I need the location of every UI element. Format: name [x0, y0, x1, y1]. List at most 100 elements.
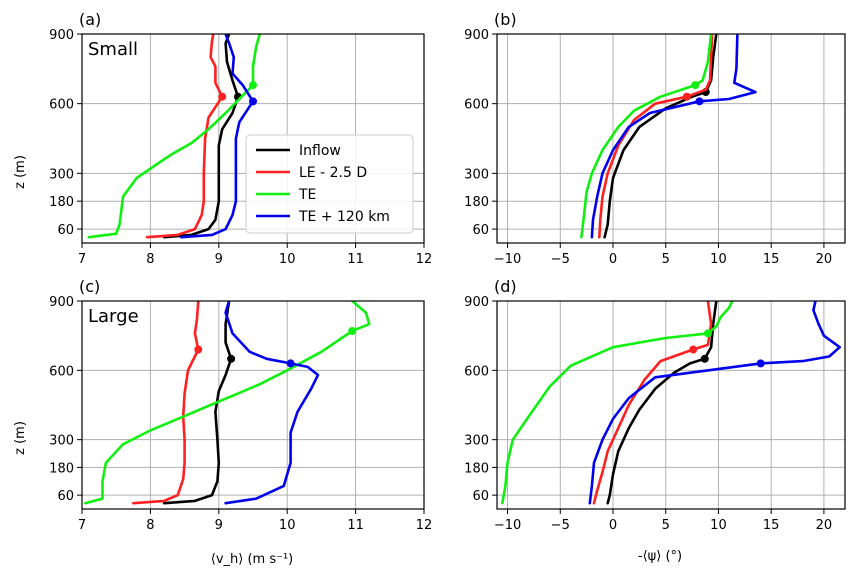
series-marker-te-120-km [695, 97, 704, 106]
panel-a: 7 8 9 10 11 12 60 180 300 600 900 (a) Small [49, 10, 432, 267]
y-tick-label: 300 [464, 434, 489, 449]
y-tick-label: 600 [464, 364, 489, 379]
series-marker-inflow [227, 354, 236, 363]
y-tick-label: 60 [57, 489, 74, 504]
x-tick-label: 10 [710, 518, 727, 533]
series-marker-inflow [700, 354, 709, 363]
series-marker-te [249, 81, 257, 90]
x-tick-label: 7 [78, 252, 86, 267]
series-line-te [84, 301, 371, 505]
y-tick-label: 60 [57, 223, 74, 238]
y-tick-label: 60 [472, 489, 489, 504]
y-tick-label: 900 [49, 28, 74, 43]
x-tick-label: 0 [609, 252, 617, 267]
x-tick-label: 20 [816, 518, 833, 533]
series-line-inflow [162, 34, 240, 239]
y-tick-label: 900 [464, 295, 489, 310]
y-tick-label: 300 [49, 167, 74, 182]
y-tick-label: 180 [464, 195, 489, 210]
y-tick-label: 900 [49, 295, 74, 310]
series-line-inflow [162, 301, 233, 505]
x-tick-label: 11 [347, 252, 364, 267]
x-tick-label: 5 [662, 252, 670, 267]
series-line-le-2-5-d [145, 34, 224, 239]
series-marker-te-120-km [249, 97, 257, 106]
panel-label: (b) [494, 10, 517, 29]
legend-box [245, 134, 414, 234]
y-tick-label: 600 [49, 364, 74, 379]
panel-annotation: Large [88, 306, 139, 327]
panel-d: −10 −5 0 5 10 15 20 60 180 300 600 900 (d) [464, 277, 846, 533]
x-tick-label: 10 [710, 252, 727, 267]
y-tick-label: 60 [472, 223, 489, 238]
x-tick-label: 20 [816, 252, 833, 267]
series-line-le-2-5-d [598, 34, 714, 239]
axes-frame [496, 33, 846, 244]
x-tick-label: −5 [551, 518, 570, 533]
x-tick-label: 11 [347, 518, 364, 533]
panel-label: (d) [494, 277, 517, 296]
axes-frame [81, 300, 425, 510]
series-line-le-2-5-d [132, 301, 200, 505]
series-line-te-120-km [179, 34, 255, 239]
axes-frame [81, 33, 425, 244]
x-tick-label: 7 [78, 518, 86, 533]
series-line-te-120-km [224, 301, 320, 505]
x-tick-label: 15 [763, 518, 780, 533]
x-tick-label: −10 [494, 518, 521, 533]
x-tick-label: 12 [416, 518, 433, 533]
y-axis-label-top: z (m) [13, 155, 28, 189]
series-line-te [87, 34, 262, 239]
series-marker-te-120-km [286, 359, 295, 368]
x-axis-label-speed: ⟨v_h⟩ (m s⁻¹) [211, 552, 294, 567]
series-marker-te [703, 329, 712, 338]
legend-label: LE - 2.5 D [299, 165, 367, 181]
y-tick-label: 900 [464, 28, 489, 43]
y-tick-label: 600 [464, 98, 489, 113]
y-tick-label: 180 [464, 461, 489, 476]
legend-label: TE + 120 km [298, 209, 390, 225]
y-tick-label: 300 [464, 167, 489, 182]
panel-annotation: Small [88, 39, 138, 60]
series-marker-le-2-5-d [689, 345, 698, 354]
x-tick-label: −5 [551, 252, 570, 267]
y-tick-label: 180 [49, 195, 74, 210]
x-axis-label-angle: -⟨ψ⟩ (°) [638, 549, 682, 564]
series-marker-te [348, 327, 357, 336]
series-marker-te-120-km [756, 359, 765, 368]
y-axis-label-bottom: z (m) [13, 421, 28, 455]
series-marker-le-2-5-d [682, 92, 691, 101]
legend: Inflow LE - 2.5 D TE TE + 120 km [245, 134, 414, 234]
x-tick-label: −10 [494, 252, 521, 267]
x-tick-label: 10 [279, 252, 296, 267]
panel-c: 7 8 9 10 11 12 60 180 300 600 900 (c) Large [49, 277, 432, 533]
panel-label: (a) [79, 10, 101, 29]
panel-b: −10 −5 0 5 10 15 20 60 180 300 600 900 (b) [464, 10, 846, 267]
x-tick-label: 10 [279, 518, 296, 533]
x-tick-label: 15 [763, 252, 780, 267]
x-tick-label: 9 [215, 518, 223, 533]
series-line-te [501, 301, 734, 505]
x-tick-label: 8 [146, 518, 154, 533]
panel-label: (c) [79, 277, 100, 296]
y-tick-label: 180 [49, 461, 74, 476]
series-marker-le-2-5-d [194, 345, 203, 354]
series-line-te-120-km [590, 34, 757, 239]
x-tick-label: 0 [609, 518, 617, 533]
series-line-inflow [606, 301, 718, 505]
x-tick-label: 12 [416, 252, 433, 267]
series-line-le-2-5-d [592, 301, 713, 505]
series-marker-te [691, 81, 700, 90]
axes-frame [496, 300, 846, 510]
x-tick-label: 9 [215, 252, 223, 267]
x-tick-label: 8 [146, 252, 154, 267]
legend-label: TE [298, 187, 316, 203]
series-line-te [580, 34, 713, 239]
series-line-te-120-km [588, 301, 841, 505]
legend-label: Inflow [299, 143, 341, 159]
x-tick-label: 5 [662, 518, 670, 533]
series-marker-le-2-5-d [218, 92, 227, 101]
y-tick-label: 300 [49, 434, 74, 449]
